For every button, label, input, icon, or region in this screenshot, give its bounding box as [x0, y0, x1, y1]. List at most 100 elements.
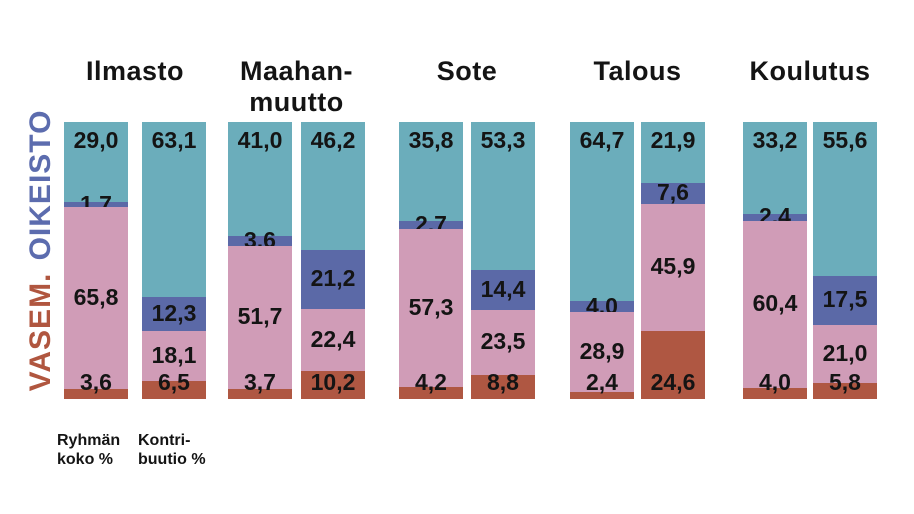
segment-oikeisto-teal	[743, 122, 807, 214]
value-label-oikeisto-teal: 63,1	[151, 127, 197, 153]
segment-oikeisto-teal	[813, 122, 877, 277]
segment-vasem-rust	[471, 374, 535, 399]
segment-vasem-pink	[641, 203, 705, 331]
value-label-oikeisto-blue: 21,2	[310, 265, 356, 292]
segment-oikeisto-blue	[471, 269, 535, 310]
segment-oikeisto-teal	[570, 122, 634, 302]
value-label-vasem-pink: 57,3	[408, 294, 454, 320]
bar-koulutus-kontribuutio: 55,6 17,5 21,0 5,8	[813, 122, 877, 399]
group-title-line: Maahan-	[239, 56, 354, 86]
segment-oikeisto-blue	[228, 235, 292, 246]
segment-vasem-pink	[301, 308, 365, 371]
value-label-vasem-rust: 3,6	[80, 369, 112, 395]
axis-label-oikeisto: OIKEISTO	[24, 109, 57, 261]
value-label-vasem-pink: 45,9	[650, 253, 696, 280]
footnote-ryhman-koko: Ryhmän koko %	[57, 431, 120, 469]
segment-oikeisto-teal	[471, 122, 535, 270]
segment-vasem-pink	[399, 228, 463, 388]
value-label-oikeisto-teal: 21,9	[650, 127, 696, 153]
segment-vasem-rust	[570, 392, 634, 399]
value-label-oikeisto-teal: 33,2	[752, 127, 798, 153]
value-label-oikeisto-teal: 53,3	[480, 127, 526, 153]
segment-vasem-pink	[142, 330, 206, 381]
value-label-vasem-rust: 3,7	[244, 369, 276, 395]
value-label-vasem-rust: 5,8	[829, 369, 861, 395]
bar-sote-ryhman-koko: 35,8 2,7 57,3 4,2	[399, 122, 463, 399]
segment-oikeisto-teal	[228, 122, 292, 236]
value-label-oikeisto-teal: 55,6	[822, 127, 868, 153]
segment-vasem-rust	[301, 370, 365, 399]
group-title-ilmasto: Ilmasto	[25, 56, 245, 87]
value-label-vasem-pink: 18,1	[151, 341, 197, 368]
segment-vasem-rust	[399, 387, 463, 399]
segment-oikeisto-blue	[399, 221, 463, 229]
segment-oikeisto-blue	[301, 249, 365, 309]
value-label-oikeisto-teal: 35,8	[408, 127, 454, 153]
segment-oikeisto-teal	[301, 122, 365, 250]
segment-vasem-pink	[471, 309, 535, 375]
value-label-oikeisto-teal: 46,2	[310, 127, 356, 153]
value-label-vasem-rust: 4,0	[759, 369, 791, 395]
group-title-line: Ilmasto	[85, 56, 185, 86]
segment-oikeisto-blue	[743, 213, 807, 221]
segment-oikeisto-blue	[64, 202, 128, 207]
value-label-vasem-rust: 4,2	[415, 369, 447, 395]
value-label-vasem-pink: 21,0	[822, 339, 868, 366]
segment-vasem-pink	[64, 206, 128, 390]
segment-vasem-pink	[743, 220, 807, 388]
value-label-vasem-rust: 8,8	[487, 369, 519, 395]
bar-talous-ryhman-koko: 64,7 4,0 28,9 2,4	[570, 122, 634, 399]
value-label-oikeisto-blue: 7,6	[657, 179, 689, 206]
segment-oikeisto-blue	[813, 276, 877, 325]
segment-vasem-rust	[813, 382, 877, 399]
axis-label-vasemmisto: VASEM.	[24, 272, 57, 392]
value-label-vasem-rust: 6,5	[158, 369, 190, 395]
value-label-vasem-pink: 22,4	[310, 325, 356, 352]
segment-oikeisto-teal	[399, 122, 463, 222]
segment-oikeisto-teal	[64, 122, 128, 203]
group-title-line: Sote	[436, 56, 498, 86]
group-title-koulutus: Koulutus	[700, 56, 914, 87]
bar-ilmasto-kontribuutio: 63,1 12,3 18,1 6,5	[142, 122, 206, 399]
segment-vasem-rust	[743, 387, 807, 399]
group-title-talous: Talous	[528, 56, 748, 87]
bar-sote-kontribuutio: 53,3 14,4 23,5 8,8	[471, 122, 535, 399]
segment-oikeisto-blue	[641, 182, 705, 204]
bar-talous-kontribuutio: 21,9 7,6 45,9 24,6	[641, 122, 705, 399]
bar-maahanmuutto-ryhman-koko: 41,0 3,6 51,7 3,7	[228, 122, 292, 399]
bar-maahanmuutto-kontribuutio: 46,2 21,2 22,4 10,2	[301, 122, 365, 399]
value-label-vasem-pink: 23,5	[480, 328, 526, 355]
value-label-vasem-pink: 51,7	[237, 303, 283, 330]
value-label-oikeisto-teal: 64,7	[579, 127, 625, 153]
segment-oikeisto-teal	[142, 122, 206, 297]
segment-oikeisto-teal	[641, 122, 705, 183]
value-label-vasem-pink: 28,9	[579, 338, 625, 365]
value-label-vasem-rust: 10,2	[310, 369, 356, 395]
value-label-vasem-rust: 2,4	[586, 369, 618, 395]
segment-vasem-rust	[142, 380, 206, 399]
footnote-line: koko %	[57, 451, 114, 468]
value-label-oikeisto-blue: 17,5	[822, 286, 868, 313]
segment-vasem-pink	[813, 324, 877, 383]
footnote-line: Ryhmän	[57, 432, 121, 449]
segment-oikeisto-blue	[570, 301, 634, 313]
segment-vasem-rust	[641, 330, 705, 399]
segment-vasem-rust	[228, 388, 292, 399]
value-label-oikeisto-blue: 12,3	[151, 299, 197, 326]
bar-koulutus-ryhman-koko: 33,2 2,4 60,4 4,0	[743, 122, 807, 399]
group-title-line: muutto	[249, 87, 344, 117]
value-label-vasem-rust: 24,6	[650, 369, 696, 395]
value-label-vasem-pink: 60,4	[752, 290, 798, 317]
value-label-oikeisto-blue: 14,4	[480, 275, 526, 302]
group-title-line: Talous	[593, 56, 682, 86]
footnote-line: buutio %	[138, 451, 206, 468]
value-label-oikeisto-teal: 29,0	[73, 127, 119, 153]
segment-vasem-pink	[570, 312, 634, 393]
group-title-sote: Sote	[357, 56, 577, 87]
group-title-maahanmuutto: Maahan-muutto	[187, 56, 407, 118]
group-title-line: Koulutus	[749, 56, 871, 86]
footnote-kontribuutio: Kontri- buutio %	[138, 431, 206, 469]
value-label-oikeisto-teal: 41,0	[237, 127, 283, 153]
value-label-vasem-pink: 65,8	[73, 283, 119, 310]
